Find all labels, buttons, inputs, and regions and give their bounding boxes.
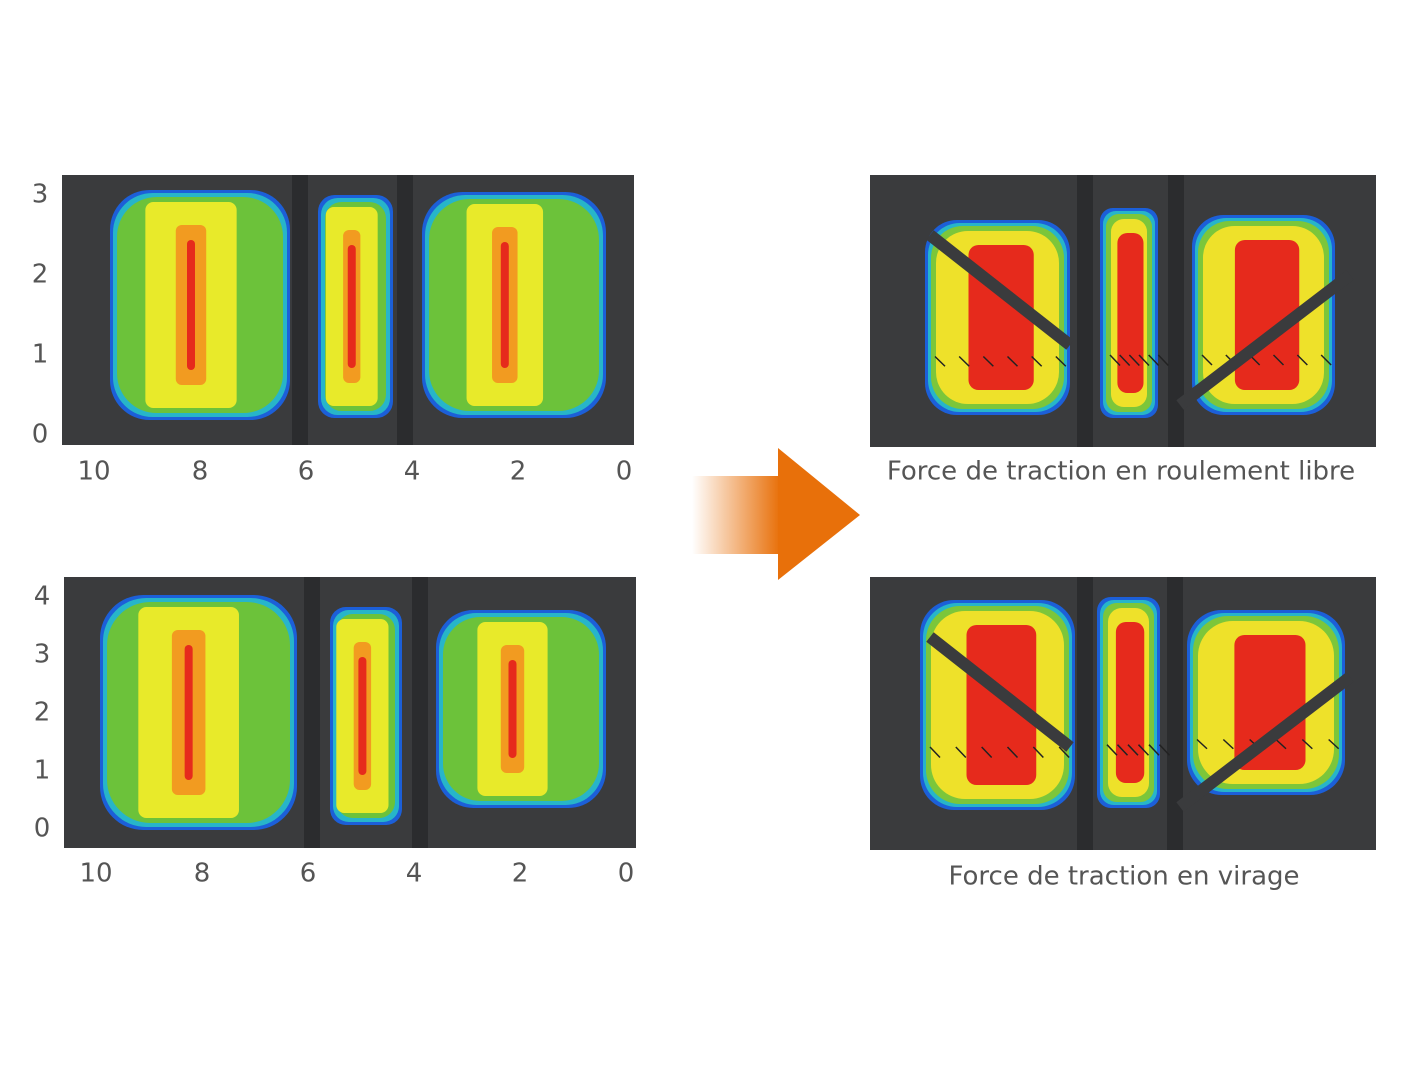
force-vector bbox=[1320, 354, 1332, 366]
groove bbox=[1168, 175, 1184, 447]
force-vector bbox=[1006, 355, 1019, 367]
groove bbox=[292, 175, 308, 445]
x-tick-label: 2 bbox=[510, 457, 527, 487]
y-tick-label: 1 bbox=[34, 756, 51, 786]
y-tick-label: 3 bbox=[32, 180, 49, 210]
contour-red bbox=[347, 245, 356, 368]
contour-red bbox=[966, 625, 1037, 785]
force-vector bbox=[929, 746, 941, 759]
footprint-image bbox=[62, 175, 634, 445]
groove bbox=[1077, 175, 1093, 447]
y-tick-label: 2 bbox=[32, 260, 49, 290]
sipe bbox=[926, 632, 1074, 752]
force-vector bbox=[1031, 355, 1043, 367]
force-vector bbox=[1116, 744, 1129, 756]
force-vector bbox=[1148, 744, 1160, 756]
force-vector bbox=[1032, 746, 1044, 759]
force-vector bbox=[934, 355, 946, 367]
contour-red bbox=[500, 242, 509, 368]
x-tick-label: 6 bbox=[300, 859, 317, 889]
force-vector bbox=[1272, 354, 1285, 366]
force-vector bbox=[1128, 354, 1140, 367]
footprint-image bbox=[870, 175, 1376, 447]
force-vector bbox=[1301, 738, 1313, 750]
contour-red bbox=[1234, 635, 1306, 770]
force-vector bbox=[982, 355, 994, 367]
footprint-image bbox=[870, 577, 1376, 850]
groove bbox=[397, 175, 413, 445]
force-vector bbox=[1196, 738, 1208, 750]
footprint-image bbox=[64, 577, 636, 848]
groove bbox=[1077, 577, 1093, 850]
force-vector bbox=[1127, 744, 1139, 756]
force-vector bbox=[1275, 738, 1287, 750]
force-vector bbox=[1157, 354, 1169, 367]
force-vector bbox=[981, 746, 993, 759]
force-vector bbox=[955, 746, 967, 759]
y-tick-label: 0 bbox=[32, 420, 49, 450]
force-vector bbox=[1138, 354, 1150, 367]
x-tick-label: 10 bbox=[79, 859, 112, 889]
footprint-images bbox=[62, 175, 1376, 850]
contour-red bbox=[1117, 233, 1144, 393]
force-vector bbox=[1201, 354, 1213, 366]
force-vector bbox=[1106, 744, 1118, 756]
x-tick-label: 0 bbox=[616, 457, 633, 487]
x-tick-label: 4 bbox=[406, 859, 423, 889]
y-tick-label: 1 bbox=[32, 340, 49, 370]
sipe bbox=[926, 230, 1074, 350]
contour-red bbox=[358, 657, 367, 775]
x-tick-label: 4 bbox=[404, 457, 421, 487]
groove bbox=[412, 577, 428, 848]
arrow bbox=[692, 448, 860, 580]
caption: Force de traction en virage bbox=[948, 862, 1299, 892]
force-vector bbox=[958, 355, 970, 367]
x-tick-label: 8 bbox=[194, 859, 211, 889]
force-vector bbox=[1137, 744, 1150, 756]
x-tick-label: 8 bbox=[192, 457, 209, 487]
force-vector bbox=[1058, 746, 1070, 759]
x-tick-label: 2 bbox=[512, 859, 529, 889]
y-tick-label: 3 bbox=[34, 640, 51, 670]
sipe bbox=[1176, 270, 1354, 410]
force-vector bbox=[1055, 355, 1067, 367]
y-tick-label: 4 bbox=[34, 582, 51, 612]
force-vector bbox=[1328, 738, 1340, 750]
force-vector bbox=[1148, 354, 1160, 367]
caption: Force de traction en roulement libre bbox=[887, 457, 1355, 487]
force-vector bbox=[1296, 354, 1308, 366]
force-vector bbox=[1006, 746, 1019, 759]
force-vector bbox=[1109, 354, 1121, 367]
y-tick-label: 2 bbox=[34, 698, 51, 728]
force-vector bbox=[1119, 354, 1131, 367]
contour-red bbox=[184, 645, 193, 780]
arrow-head bbox=[778, 448, 860, 580]
contour-red bbox=[508, 660, 517, 758]
contour-red bbox=[187, 240, 195, 370]
y-tick-label: 0 bbox=[34, 814, 51, 844]
force-vector bbox=[1222, 738, 1234, 750]
force-vector bbox=[1158, 744, 1171, 756]
x-tick-label: 10 bbox=[77, 457, 110, 487]
contour-red bbox=[1115, 622, 1145, 783]
arrow-shaft bbox=[692, 476, 780, 554]
x-tick-label: 0 bbox=[618, 859, 635, 889]
sipe bbox=[1176, 672, 1354, 812]
groove bbox=[304, 577, 320, 848]
groove bbox=[1167, 577, 1183, 850]
x-tick-label: 6 bbox=[298, 457, 315, 487]
